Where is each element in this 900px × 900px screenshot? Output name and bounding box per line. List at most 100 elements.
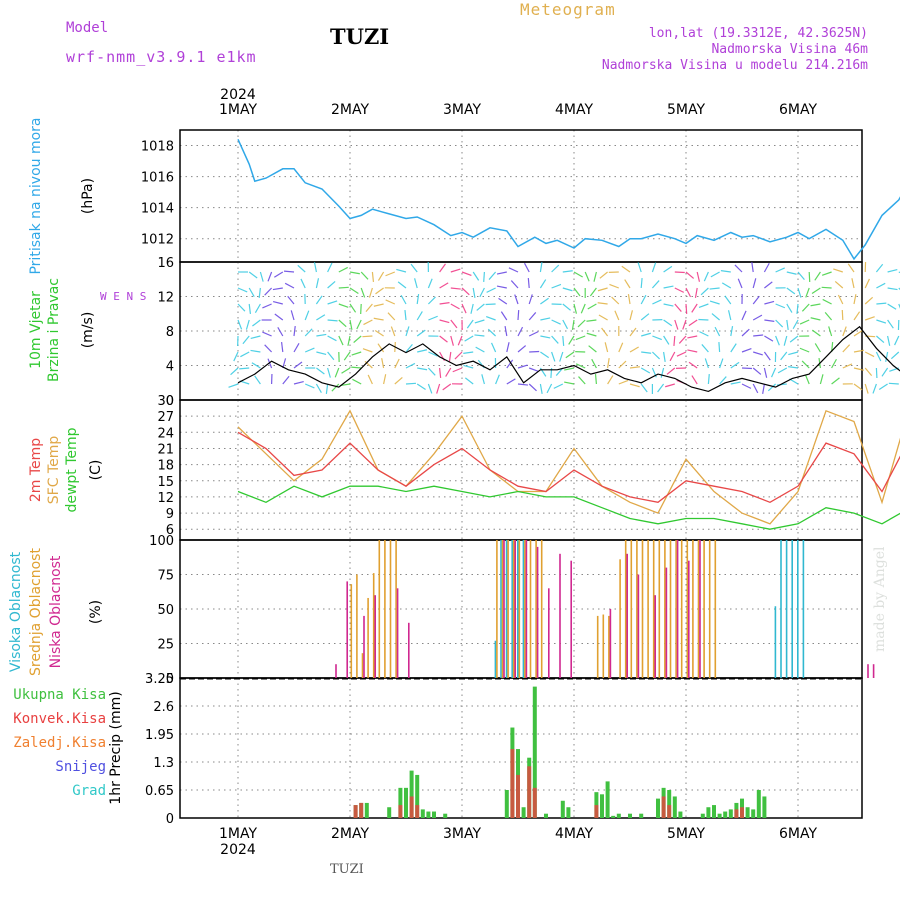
wind-arrow — [496, 271, 507, 275]
cloud-bar — [512, 540, 515, 678]
precip-bar — [409, 796, 414, 818]
wind-arrow — [254, 303, 261, 313]
wind-arrow — [853, 311, 861, 321]
precip-bar — [566, 807, 571, 818]
wind-arrow — [599, 271, 608, 279]
wind-arrow — [397, 281, 407, 289]
wind-arrow — [551, 319, 561, 325]
wind-arrow — [741, 383, 752, 389]
wind-arrow — [347, 335, 351, 346]
wind-arrow — [341, 367, 351, 374]
low-cloud-label: Niska Oblacnost — [48, 555, 64, 668]
coords: lon,lat (19.3312E, 42.3625N) — [648, 26, 868, 41]
precip-legend-item: Grad — [72, 783, 106, 799]
wind-arrow — [811, 287, 821, 294]
cloud-bar — [363, 615, 365, 678]
wind-arrow — [737, 278, 743, 289]
x-tick-label-top: 3MAY — [443, 102, 481, 118]
y-tick-label: 15 — [157, 475, 174, 490]
wind-arrow — [864, 367, 873, 377]
wind-arrow — [842, 326, 847, 337]
wind-arrow — [640, 313, 650, 321]
wind-arrow — [293, 326, 296, 337]
wind-arrow — [775, 303, 786, 309]
precip-bar — [532, 686, 537, 818]
wind-arrow — [801, 360, 810, 369]
cloud-bar — [791, 540, 793, 678]
wind-arrow — [559, 351, 564, 362]
wind-arrow — [562, 287, 573, 292]
wind-arrow — [417, 349, 428, 353]
wind-arrow — [851, 278, 855, 289]
sfc-temp-series — [237, 409, 900, 525]
wind-arrow — [586, 332, 597, 337]
wind-arrow — [621, 265, 631, 273]
cloud-bar — [372, 573, 375, 678]
wind-arrow — [685, 287, 692, 298]
wind-arrow — [371, 271, 375, 283]
wind-arrow — [527, 277, 530, 289]
wind-arrow — [562, 303, 571, 311]
cloud-bar — [626, 553, 628, 678]
wind-arrow — [475, 346, 485, 353]
wind-arrow — [594, 373, 597, 385]
y-tick-label: 75 — [157, 569, 174, 584]
cloud-bar — [350, 584, 353, 678]
wind-arrow — [618, 342, 624, 353]
wind-arrow — [450, 287, 461, 290]
wind-arrow — [577, 319, 586, 328]
wind-arrow — [517, 309, 520, 321]
precip-bar — [751, 809, 756, 818]
cloud-bar — [496, 540, 498, 678]
cloud-bar — [518, 540, 521, 678]
wind-arrow — [483, 271, 485, 283]
wind-arrow — [498, 297, 508, 305]
wind-arrow — [878, 383, 888, 390]
wind-arrow — [517, 345, 527, 353]
y-tick-label: 9 — [166, 507, 174, 522]
wind-arrow — [564, 381, 575, 385]
wind-arrow — [551, 351, 556, 362]
wind-arrow — [240, 351, 250, 358]
wind-arrow — [237, 287, 248, 293]
temp2m-series — [237, 431, 900, 504]
precip-bar — [762, 796, 767, 818]
wind-arrow — [853, 367, 864, 371]
wind-arrow — [792, 319, 799, 330]
wind-arrow — [663, 335, 670, 345]
wind-arrow — [804, 374, 810, 385]
credit: made by Angel — [872, 546, 888, 653]
precip-bar — [717, 813, 722, 818]
wind-arrow — [805, 287, 810, 298]
wind-arrow — [439, 335, 448, 343]
precip-bar — [672, 796, 677, 818]
cloud-bar — [529, 540, 532, 678]
wind-arrow — [272, 287, 283, 291]
wind-arrow — [831, 377, 840, 385]
cloud-bar — [536, 546, 539, 678]
wind-arrow — [842, 344, 851, 353]
wind-arrow — [237, 319, 243, 330]
high-cloud-label: Visoka Oblacnost — [8, 551, 24, 672]
wind-arrow — [383, 374, 387, 385]
wind-arrow — [338, 286, 349, 289]
wind-arrow — [540, 335, 551, 339]
x-tick-label-top: 5MAY — [667, 102, 705, 118]
wind-arrow — [373, 303, 384, 307]
wind-arrow — [304, 383, 315, 389]
wind-arrow — [457, 335, 463, 346]
y-tick-label: 1018 — [141, 140, 174, 155]
wind-arrow — [777, 367, 788, 374]
wind-arrow — [436, 383, 441, 394]
wind-unit: (m/s) — [80, 312, 96, 349]
wind-arrow — [651, 351, 661, 360]
wind-arrow — [316, 351, 327, 356]
wind-arrow — [720, 270, 731, 273]
wind-arrow — [427, 367, 436, 376]
wind-arrow — [786, 303, 793, 313]
wind-arrow — [696, 271, 701, 282]
wind-arrow — [580, 303, 586, 314]
cloud-bar — [714, 540, 717, 678]
wind-arrow — [707, 373, 710, 385]
wind-arrow — [665, 383, 675, 388]
